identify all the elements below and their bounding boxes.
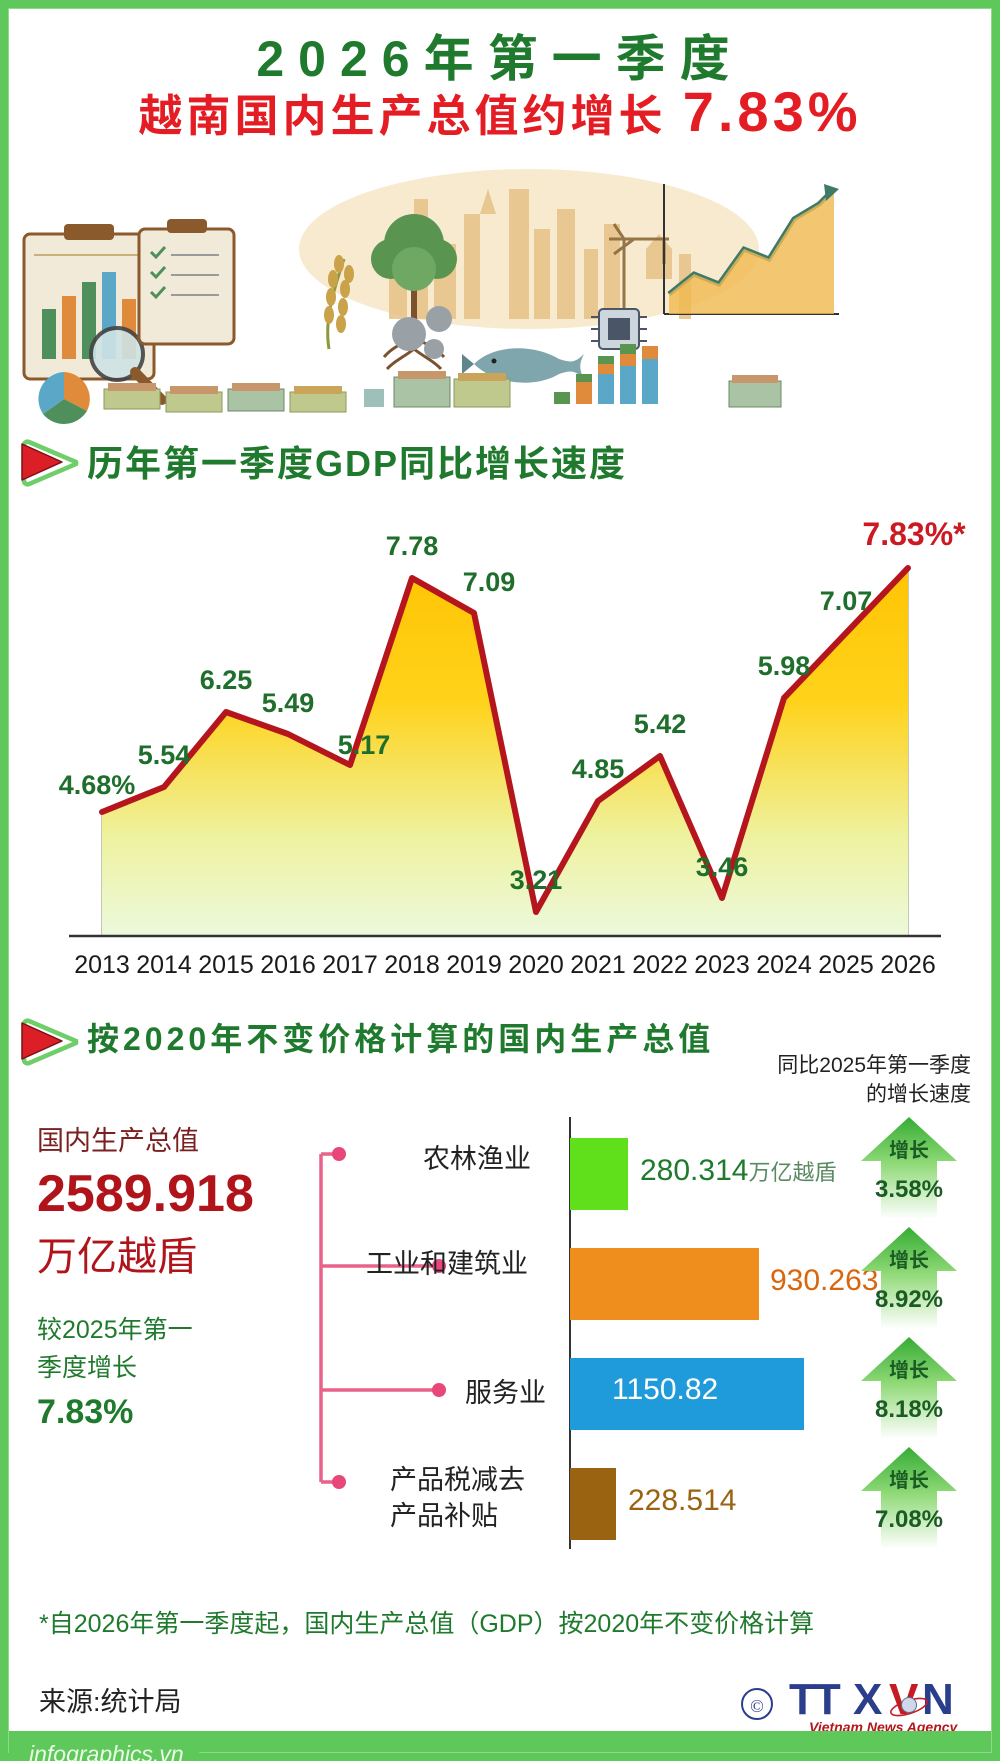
- svg-text:增长: 增长: [889, 1359, 929, 1382]
- svg-text:2022: 2022: [632, 951, 688, 979]
- svg-text:2017: 2017: [322, 951, 378, 979]
- svg-text:7.78: 7.78: [386, 531, 439, 561]
- svg-text:7.09: 7.09: [463, 567, 516, 597]
- svg-text:7.83%*: 7.83%*: [862, 516, 966, 552]
- svg-text:2021: 2021: [570, 951, 626, 979]
- svg-text:2019: 2019: [446, 951, 502, 979]
- svg-text:X: X: [853, 1675, 882, 1724]
- svg-text:增长: 增长: [889, 1249, 929, 1272]
- svg-text:3.58%: 3.58%: [875, 1176, 943, 1203]
- svg-text:3.21: 3.21: [510, 865, 563, 895]
- svg-text:2014: 2014: [136, 951, 192, 979]
- svg-text:2023: 2023: [694, 951, 750, 979]
- svg-text:4.68%: 4.68%: [59, 770, 136, 800]
- svg-text:增长: 增长: [889, 1139, 929, 1162]
- svg-text:TT: TT: [789, 1675, 841, 1724]
- svg-text:5.17: 5.17: [338, 730, 391, 760]
- svg-text:5.49: 5.49: [262, 688, 315, 718]
- svg-text:7.07: 7.07: [820, 586, 873, 616]
- svg-text:7.08%: 7.08%: [875, 1506, 943, 1533]
- svg-text:5.98: 5.98: [758, 651, 811, 681]
- svg-text:©: ©: [750, 1696, 764, 1716]
- svg-text:2013: 2013: [74, 951, 130, 979]
- svg-text:8.18%: 8.18%: [875, 1396, 943, 1423]
- svg-text:2026: 2026: [880, 951, 936, 979]
- svg-text:3.46: 3.46: [696, 852, 749, 882]
- svg-text:2018: 2018: [384, 951, 440, 979]
- svg-text:2015: 2015: [198, 951, 254, 979]
- svg-text:2024: 2024: [756, 951, 812, 979]
- svg-text:5.42: 5.42: [634, 709, 687, 739]
- svg-text:6.25: 6.25: [200, 665, 253, 695]
- svg-text:4.85: 4.85: [572, 754, 625, 784]
- svg-text:8.92%: 8.92%: [875, 1286, 943, 1313]
- svg-text:2020: 2020: [508, 951, 564, 979]
- svg-text:5.54: 5.54: [138, 740, 191, 770]
- svg-text:增长: 增长: [889, 1469, 929, 1492]
- svg-text:2025: 2025: [818, 951, 874, 979]
- svg-text:2016: 2016: [260, 951, 316, 979]
